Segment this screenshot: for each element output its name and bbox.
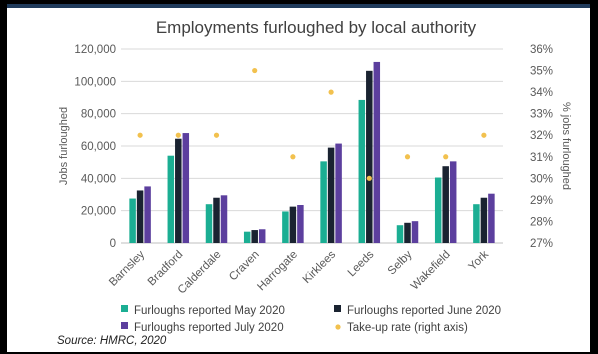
y2-tick-label: 30% xyxy=(530,173,553,185)
x-tick-label: York xyxy=(467,248,492,273)
bar-july xyxy=(144,186,151,243)
bar-july xyxy=(411,221,419,243)
bar-june xyxy=(251,230,258,243)
y2-tick-label: 35% xyxy=(530,66,553,78)
legend-swatch-july xyxy=(121,322,128,329)
bar-june xyxy=(289,206,297,243)
bar-june xyxy=(366,70,373,243)
x-tick-label: Craven xyxy=(227,249,262,284)
y2-tick-label: 28% xyxy=(530,216,553,228)
edge-strip xyxy=(590,0,598,354)
legend-marker-takeup xyxy=(335,324,341,330)
bar-june xyxy=(136,190,144,243)
chart-title: Employments furloughed by local authorit… xyxy=(156,18,477,37)
bar-july xyxy=(297,205,304,243)
takeup-point xyxy=(252,67,258,74)
bar-july xyxy=(449,161,457,243)
bar-may xyxy=(434,177,442,243)
legend-label-may: Furloughs reported May 2020 xyxy=(134,305,285,317)
y-tick-label: 0 xyxy=(110,238,116,250)
y2-tick-label: 36% xyxy=(530,44,553,56)
legend-label-june: Furloughs reported June 2020 xyxy=(347,305,501,317)
y-tick-label: 100,000 xyxy=(74,76,116,88)
y2-tick-label: 29% xyxy=(530,195,553,207)
takeup-point xyxy=(175,132,181,138)
takeup-point xyxy=(213,132,220,138)
bar-july xyxy=(488,193,495,243)
y2-tick-label: 27% xyxy=(530,238,553,250)
x-tick-label: Kirklees xyxy=(301,248,339,286)
legend-swatch-june xyxy=(334,305,341,312)
source-note: Source: HMRC, 2020 xyxy=(57,335,167,347)
bar-june xyxy=(480,197,488,243)
takeup-point xyxy=(481,132,487,138)
y2-tick-label: 33% xyxy=(530,109,553,121)
bar-june xyxy=(327,147,335,243)
y-tick-label: 20,000 xyxy=(81,206,116,218)
y2-tick-label: 32% xyxy=(530,130,553,142)
bar-may xyxy=(473,204,480,243)
bar-june xyxy=(442,166,449,243)
bar-may xyxy=(167,155,175,243)
bar-may xyxy=(320,161,327,243)
bar-may xyxy=(129,198,136,243)
y2-tick-label: 34% xyxy=(530,87,553,99)
bar-july xyxy=(335,143,342,243)
x-tick-label: Barnsley xyxy=(107,248,147,288)
y-tick-label: 120,000 xyxy=(74,44,116,56)
bar-may xyxy=(282,211,289,243)
legend-swatch-may xyxy=(121,305,128,312)
bar-may xyxy=(243,231,251,243)
takeup-point xyxy=(290,154,296,160)
bar-may xyxy=(396,225,404,243)
takeup-point xyxy=(404,154,411,160)
takeup-point xyxy=(443,154,449,160)
x-tick-label: Bradford xyxy=(146,249,186,289)
x-tick-label: Harrogate xyxy=(255,249,300,294)
chart-frame: Employments furloughed by local authorit… xyxy=(7,4,591,352)
x-tick-label: Leeds xyxy=(346,248,377,279)
bar-july xyxy=(220,195,228,243)
bar-may xyxy=(358,99,366,243)
bar-july xyxy=(373,61,381,243)
y-axis-title: Jobs furloughed xyxy=(58,107,70,185)
takeup-point xyxy=(137,132,143,138)
bar-june xyxy=(404,222,411,243)
bar-july xyxy=(258,229,266,243)
y2-tick-label: 31% xyxy=(530,152,553,164)
takeup-point xyxy=(366,175,372,181)
y2-axis-title: % jobs furloughed xyxy=(560,102,572,190)
top-bar xyxy=(7,4,591,8)
y-tick-label: 80,000 xyxy=(81,109,116,121)
bar-may xyxy=(205,204,213,243)
legend-label-july: Furloughs reported July 2020 xyxy=(134,322,284,334)
bar-june xyxy=(213,197,220,243)
x-tick-label: Wakefield xyxy=(409,249,453,293)
y-tick-label: 40,000 xyxy=(81,173,116,185)
furlough-chart: Employments furloughed by local authorit… xyxy=(58,18,572,334)
x-tick-label: Selby xyxy=(386,248,415,277)
y-tick-label: 60,000 xyxy=(81,141,116,153)
bar-july xyxy=(182,133,190,243)
legend-label-takeup: Take-up rate (right axis) xyxy=(347,322,468,334)
takeup-point xyxy=(328,89,334,95)
bar-june xyxy=(175,138,182,243)
